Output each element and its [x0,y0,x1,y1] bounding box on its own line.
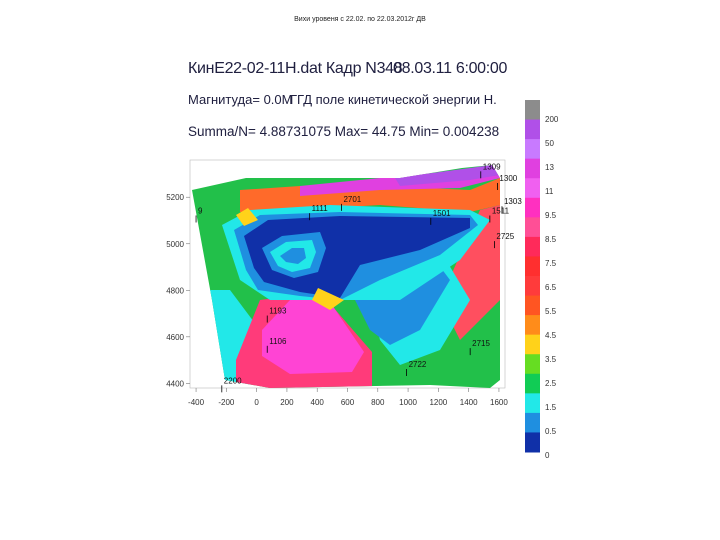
colorbar-label: 5.5 [545,307,557,316]
y-tick-label: 4600 [166,333,184,342]
zone-magenta-s [262,296,364,374]
station-label: 1309 [483,162,501,171]
colorbar-label: 1.5 [545,403,557,412]
colorbar-swatch [525,178,540,199]
x-tick-label: 200 [280,398,294,407]
colorbar-label: 7.5 [545,259,557,268]
colorbar: 200 50 13 11 9.5 8.5 7.5 6.5 5.5 4.5 3.5 2.5 1.5 0.5 0 [525,100,559,460]
x-tick-label: 1400 [460,398,478,407]
station-label: 2715 [472,339,490,348]
y-tick-label: 5200 [166,193,184,202]
colorbar-label: 4.5 [545,331,557,340]
colorbar-label: 0.5 [545,427,557,436]
colorbar-swatch [525,334,540,355]
colorbar-swatch [525,256,540,277]
contour-field [192,165,500,388]
station-label: 1106 [269,337,287,346]
slide-title: Вихи уровеня с 22.02. по 22.03.2012г ДВ [294,16,426,23]
colorbar-label: 6.5 [545,283,557,292]
colorbar-swatch [525,158,540,179]
station-label: 1511 [492,207,510,216]
y-axis-ticks: 5200 5000 4800 4600 4400 [166,193,190,388]
colorbar-swatch [525,393,540,414]
station-label: 2200 [224,376,242,385]
colorbar-swatch [525,373,540,394]
colorbar-label: 0 [545,451,550,460]
zone-loop-inner [280,248,306,264]
magnitude-label: Магнитуда= 0.0M [188,92,293,107]
colorbar-label: 3.5 [545,355,557,364]
zone-violet-ne [395,165,500,186]
x-tick-label: 1000 [399,398,417,407]
station-label: 2701 [343,195,361,204]
x-tick-label: 400 [311,398,325,407]
colorbar-label: 8.5 [545,235,557,244]
y-tick-label: 5000 [166,240,184,249]
station-labels: 1309 1300 1303 2701 1511 1501 1111 9 2725 2715 272… [195,162,522,393]
colorbar-swatch [525,119,540,140]
colorbar-label: 2.5 [545,379,557,388]
station-label: 2722 [409,360,427,369]
x-tick-label: 600 [341,398,355,407]
station-label: 9 [198,207,203,216]
field-description: ГГД поле кинетической энергии Н. [290,92,497,107]
station-label: 1193 [269,307,287,316]
colorbar-label: 9.5 [545,211,557,220]
chart-file-frame-label: КинЕ22-02-11Н.dat Кадр N348 [188,60,403,77]
station-label: 1300 [499,174,517,183]
colorbar-swatch [525,412,540,433]
colorbar-label: 11 [545,187,554,196]
x-tick-label: -400 [188,398,205,407]
colorbar-swatch [525,197,540,218]
colorbar-swatch [525,295,540,316]
colorbar-label: 200 [545,115,559,124]
x-tick-label: 1600 [490,398,508,407]
x-tick-label: -200 [218,398,235,407]
colorbar-swatch [525,100,540,121]
colorbar-swatch [525,354,540,375]
station-label: 1303 [504,197,522,206]
x-tick-label: 1200 [429,398,447,407]
summary-stats: Summa/N= 4.88731075 Max= 44.75 Min= 0.00… [188,124,500,139]
x-axis-ticks: -400 -200 0 200 400 600 800 1000 1200 1400 1600 [188,388,508,407]
station-label: 1501 [433,209,451,218]
colorbar-swatch [525,276,540,297]
colorbar-swatch [525,315,540,336]
station-label: 1111 [312,204,329,213]
colorbar-label: 13 [545,163,554,172]
colorbar-swatch [525,217,540,238]
zone-yellow-s [312,288,344,310]
colorbar-label: 50 [545,139,554,148]
chart-datetime: 08.03.11 6:00:00 [393,60,508,77]
y-tick-label: 4400 [166,379,184,388]
station-label: 2725 [496,232,514,241]
y-tick-label: 4800 [166,286,184,295]
x-tick-label: 800 [371,398,385,407]
colorbar-swatch [525,432,540,453]
zone-yellow-nw [236,208,258,226]
x-tick-label: 0 [254,398,259,407]
colorbar-swatch [525,236,540,257]
colorbar-swatch [525,139,540,160]
